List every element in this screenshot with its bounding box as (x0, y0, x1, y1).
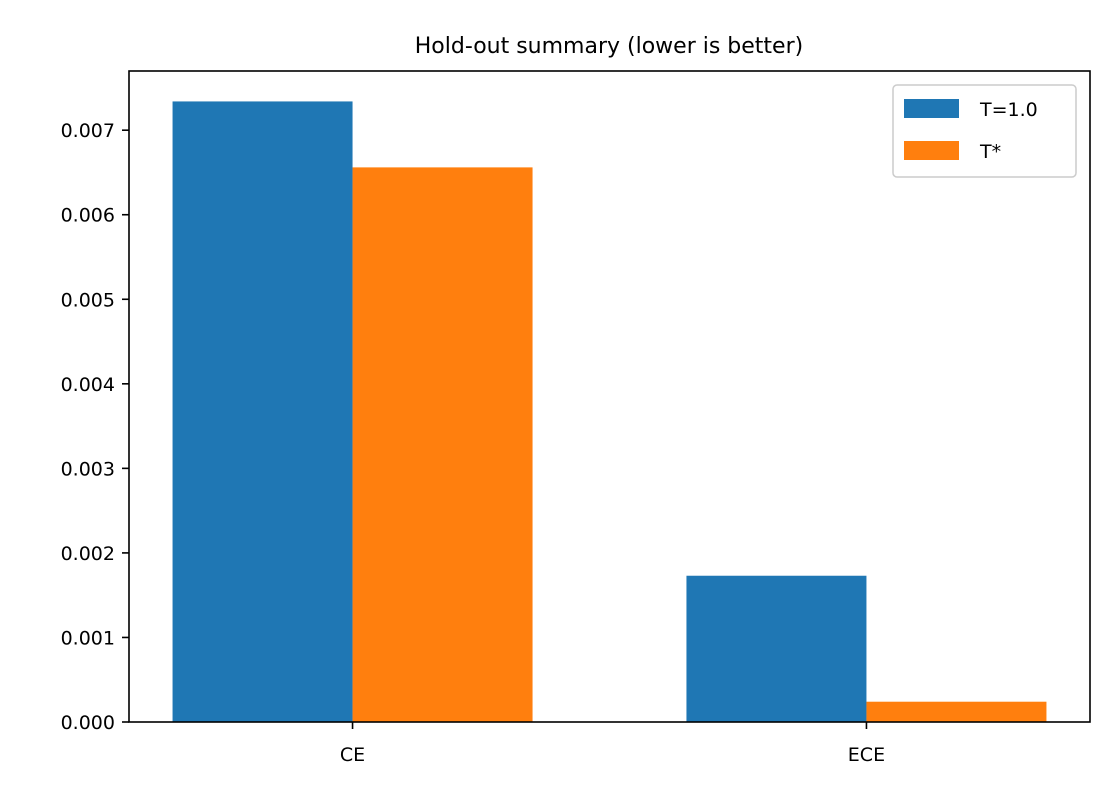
y-tick-label: 0.001 (61, 627, 115, 649)
bar-T-ece (866, 701, 1047, 722)
y-tick-label: 0.005 (61, 289, 115, 311)
legend: T=1.0 T* (892, 84, 1077, 178)
y-tick-label: 0.004 (61, 374, 115, 396)
x-tick-label-ece: ECE (848, 744, 885, 766)
y-tick-label: 0.002 (61, 543, 115, 565)
y-tick-label: 0.007 (61, 120, 115, 142)
bar-T10-ece (686, 575, 867, 722)
chart-title: Hold-out summary (lower is better) (415, 34, 803, 59)
legend-swatch-T (904, 141, 959, 160)
bars-layer (172, 101, 1047, 723)
legend-label: T* (979, 141, 1001, 163)
y-tick-label: 0.000 (61, 712, 115, 734)
bar-T-ce (352, 167, 533, 722)
x-tick-label-ce: CE (340, 744, 365, 766)
bar-T10-ce (172, 101, 353, 723)
y-tick-label: 0.006 (61, 205, 115, 227)
plot-frame (128, 70, 1091, 723)
axes-layer: 0.000 0.001 0.002 0.003 0.004 0.005 0.006 0.007… (61, 70, 1091, 766)
y-tick-label: 0.003 (61, 458, 115, 480)
legend-label: T=1.0 (979, 99, 1038, 121)
legend-swatch-T10 (904, 99, 959, 118)
